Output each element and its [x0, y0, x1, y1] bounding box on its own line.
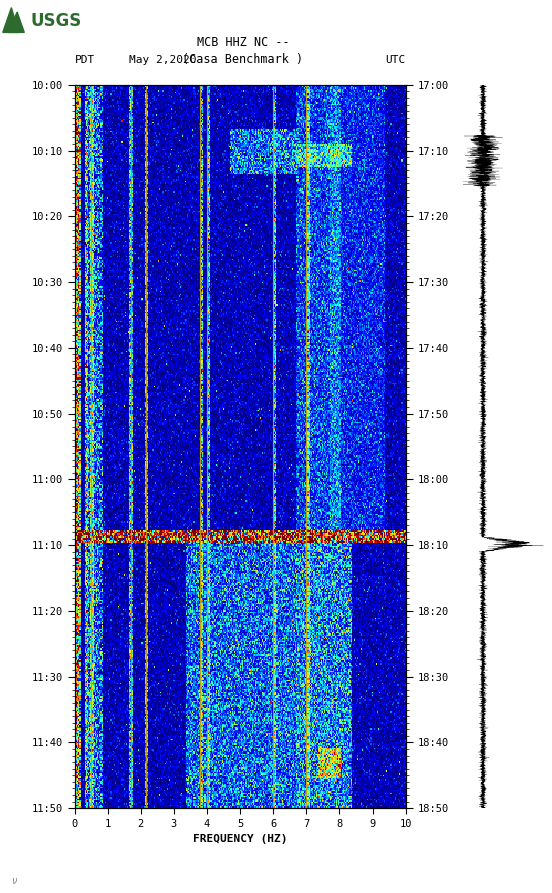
Text: May 2,2020: May 2,2020 [129, 54, 197, 65]
Polygon shape [3, 8, 19, 32]
Text: MCB HHZ NC --: MCB HHZ NC -- [197, 37, 289, 49]
Text: UTC: UTC [385, 54, 406, 65]
Polygon shape [8, 13, 24, 32]
Text: PDT: PDT [75, 54, 95, 65]
X-axis label: FREQUENCY (HZ): FREQUENCY (HZ) [193, 834, 288, 844]
Text: (Casa Benchmark ): (Casa Benchmark ) [182, 54, 304, 66]
Text: USGS: USGS [30, 12, 81, 29]
Text: $\nu$: $\nu$ [11, 876, 18, 886]
